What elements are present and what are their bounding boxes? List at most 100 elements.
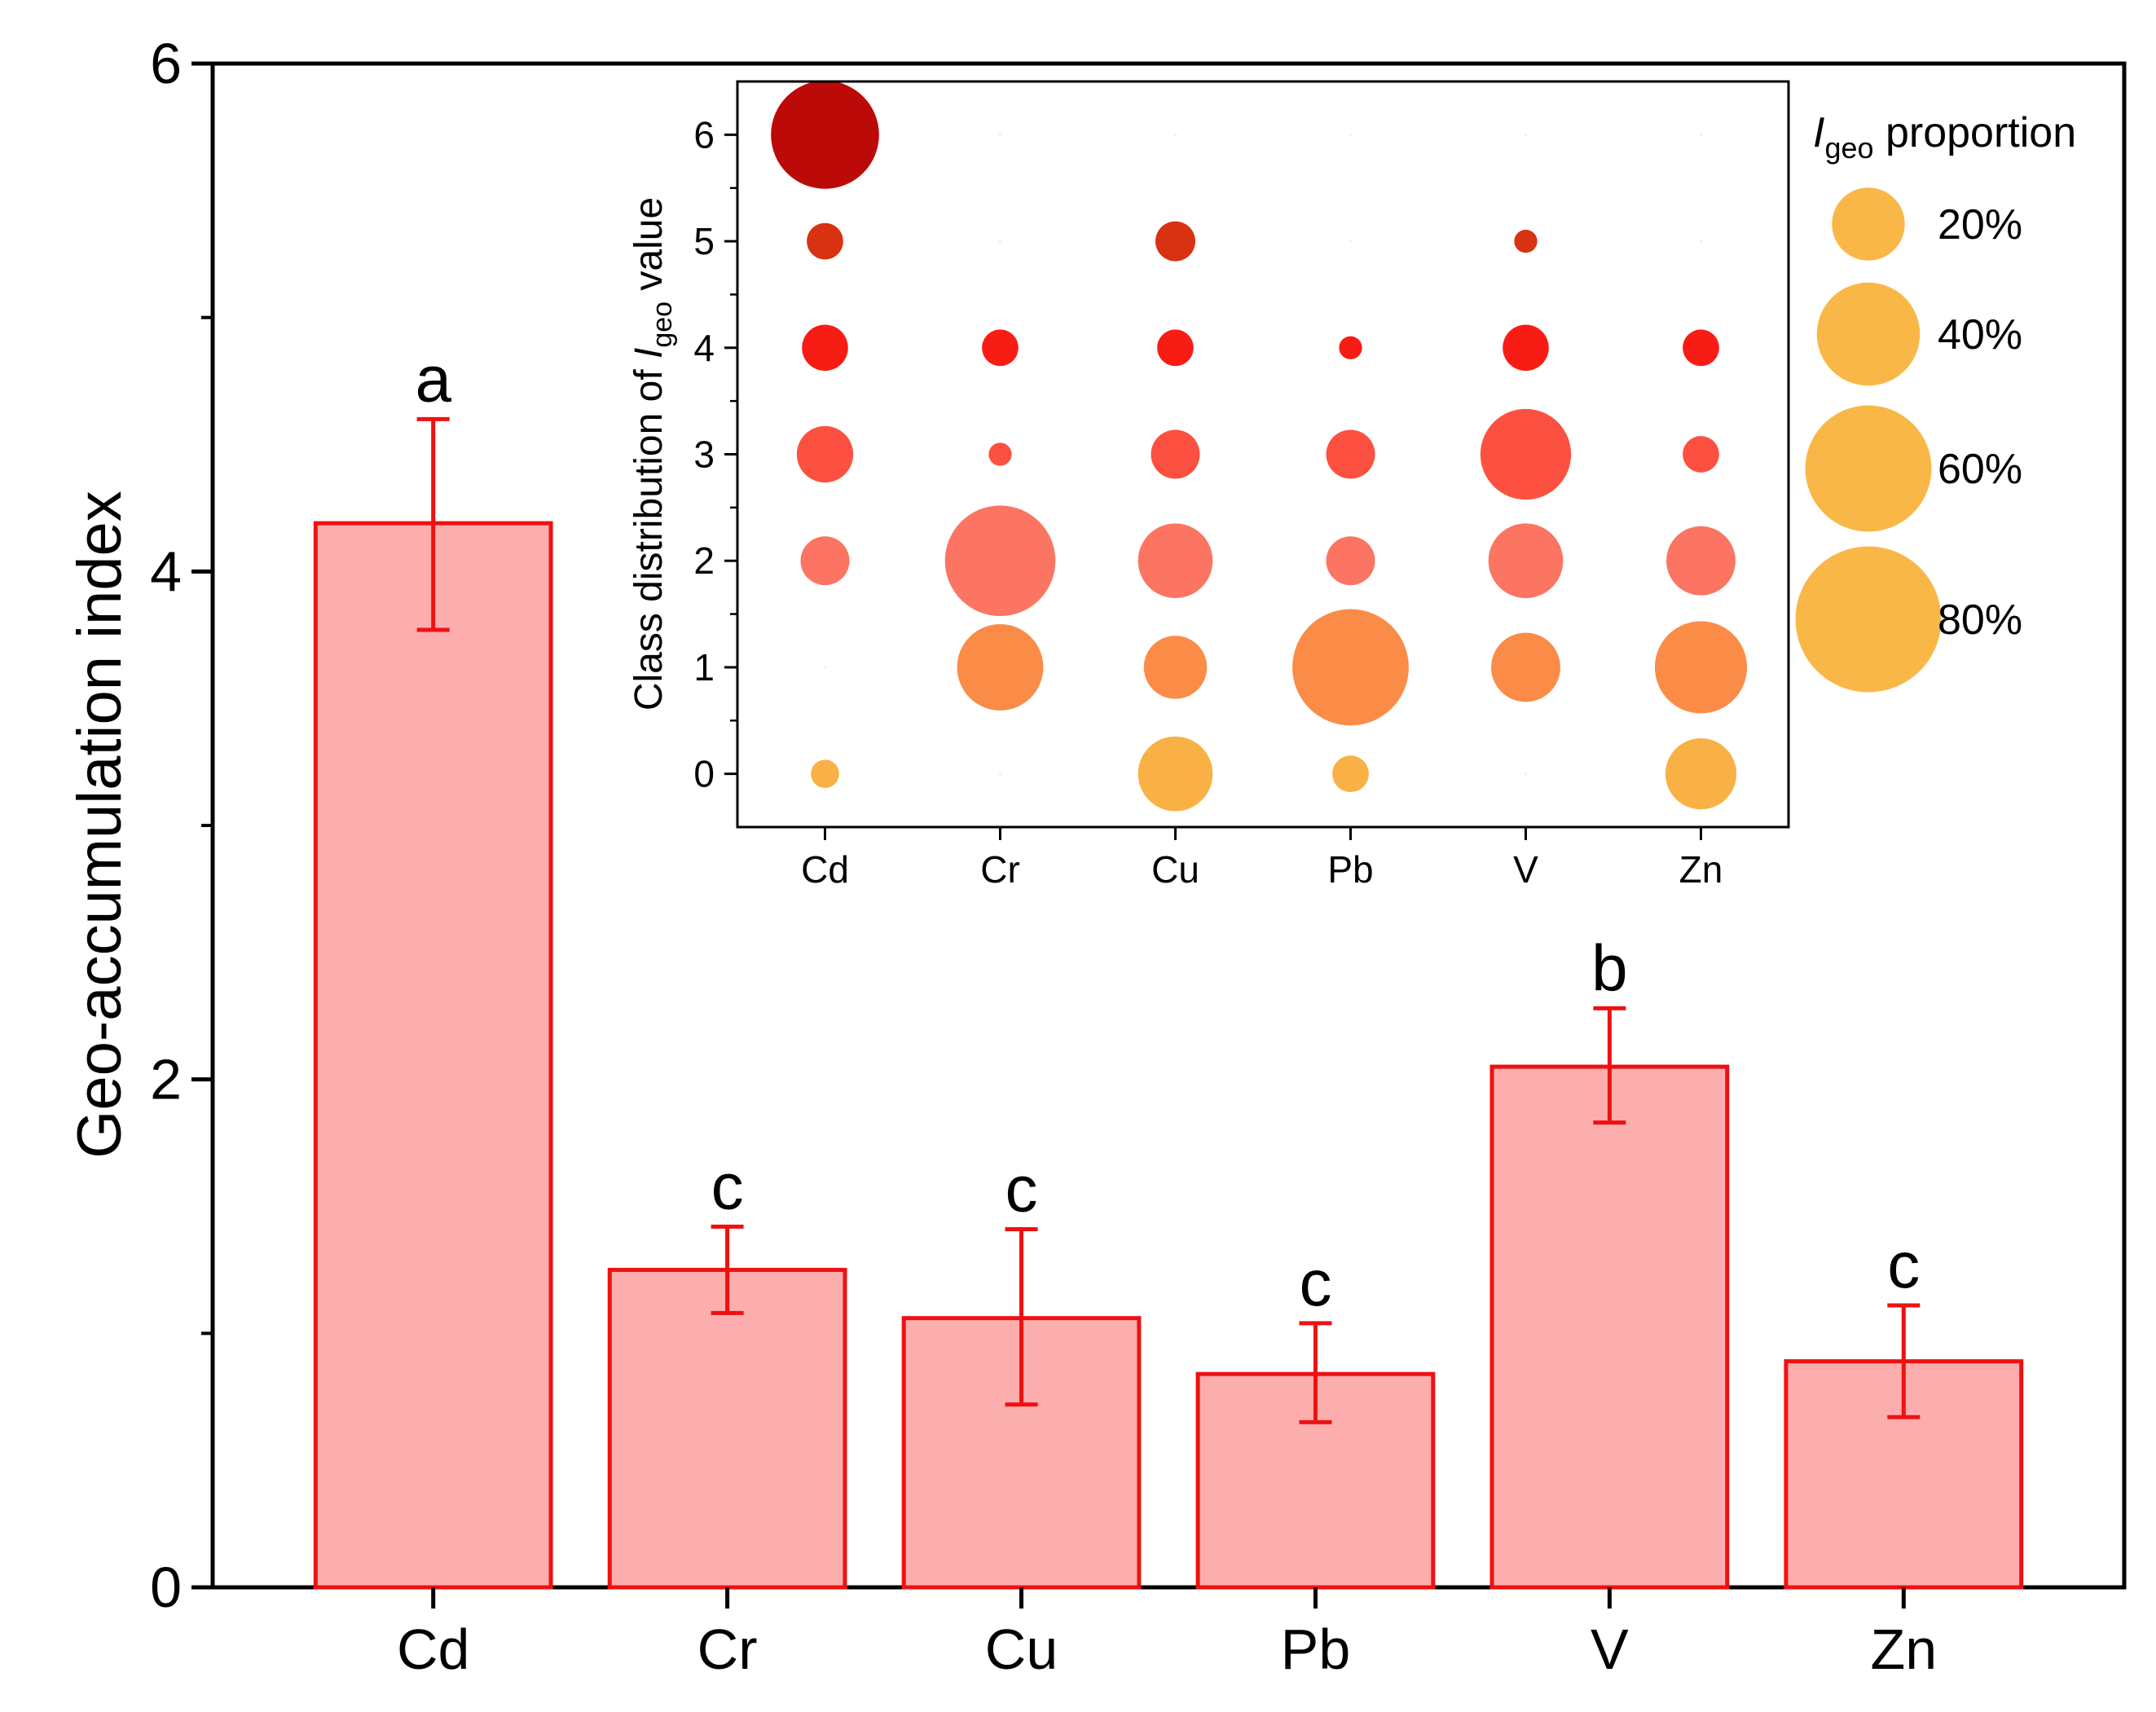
bubble-cd-class-2 xyxy=(800,536,850,586)
grid-dot-cd-1 xyxy=(823,665,827,669)
legend-title: Igeo proportion xyxy=(1813,109,2076,165)
bubble-zn-class-0 xyxy=(1665,738,1737,810)
significance-label-cd: a xyxy=(415,342,451,415)
error-bar-zn xyxy=(1887,1303,1921,1419)
legend-label-60: 60% xyxy=(1938,446,2022,493)
error-bar-cr xyxy=(711,1224,744,1315)
significance-label-zn: c xyxy=(1887,1229,1920,1301)
legend-label-40: 40% xyxy=(1938,311,2022,359)
x-tick-label-zn: Zn xyxy=(1870,1617,1937,1681)
inset-y-tick-label-5: 5 xyxy=(693,220,715,262)
inset-y-tick-label-0: 0 xyxy=(693,753,715,795)
grid-dot-v-6 xyxy=(1524,133,1528,137)
x-tick-label-cr: Cr xyxy=(697,1617,758,1681)
bubble-pb-class-2 xyxy=(1326,536,1375,586)
bubble-cu-class-2 xyxy=(1137,523,1213,599)
legend-bubble-20 xyxy=(1832,187,1905,261)
x-tick-label-cu: Cu xyxy=(985,1617,1058,1681)
main-y-axis-label: Geo-accumulation index xyxy=(65,491,134,1159)
y-tick-label-0: 0 xyxy=(150,1556,182,1619)
error-bar-cd xyxy=(416,416,450,632)
bubble-v-class-1 xyxy=(1491,632,1560,702)
inset-y-tick-label-1: 1 xyxy=(693,646,715,689)
bubble-pb-class-0 xyxy=(1332,755,1369,793)
significance-label-v: b xyxy=(1591,931,1628,1004)
main-y-axis: 0 2 4 6 xyxy=(150,32,213,1619)
inset-x-tick-label-cu: Cu xyxy=(1151,848,1199,891)
inset-y-tick-label-6: 6 xyxy=(693,113,715,156)
inset-bubbles xyxy=(771,81,1748,812)
bar-cd xyxy=(313,521,553,1590)
y-tick-label-6: 6 xyxy=(150,32,182,95)
x-tick-label-pb: Pb xyxy=(1281,1617,1351,1681)
significance-label-pb: c xyxy=(1299,1247,1331,1319)
bubble-pb-class-3 xyxy=(1326,429,1375,479)
bubble-pb-class-1 xyxy=(1292,609,1409,726)
bubble-cu-class-5 xyxy=(1155,221,1195,262)
x-tick-label-cd: Cd xyxy=(397,1617,469,1681)
y-tick-label-2: 2 xyxy=(150,1048,182,1111)
bubble-cd-class-6 xyxy=(771,81,879,189)
inset-y-axis-label: Class distribution of Igeo value xyxy=(627,197,678,711)
inset-x-tick-label-zn: Zn xyxy=(1679,848,1723,891)
legend-bubble-60 xyxy=(1805,405,1932,532)
bubble-zn-class-3 xyxy=(1683,436,1719,473)
bar-cr xyxy=(607,1267,847,1590)
inset-x-tick-label-pb: Pb xyxy=(1327,848,1373,891)
grid-dot-pb-6 xyxy=(1349,133,1353,137)
error-bar-v xyxy=(1593,1006,1626,1125)
bubble-zn-class-1 xyxy=(1654,621,1748,714)
legend-bubble-80 xyxy=(1795,546,1942,693)
inset-x-tick-label-cd: Cd xyxy=(801,848,849,891)
bubble-cr-class-1 xyxy=(957,624,1044,711)
bubble-v-class-5 xyxy=(1514,229,1538,253)
main-x-axis: Cd Cr Cu Pb V Zn xyxy=(397,1587,1937,1681)
inset-y-tick-label-4: 4 xyxy=(693,327,715,369)
significance-label-cr: c xyxy=(711,1150,744,1222)
main-bar-chart: a c c c b c 0 2 4 6 Cd Cr Cu Pb V Zn Geo-accumulation… xyxy=(65,32,2127,1681)
bubble-cd-class-3 xyxy=(796,425,854,483)
legend-label-20: 20% xyxy=(1938,201,2022,249)
inset-legend: Igeo proportion 20% 40% 60% 80% xyxy=(1795,109,2076,693)
legend-label-80: 80% xyxy=(1938,596,2022,644)
inset-y-tick-label-3: 3 xyxy=(693,434,715,476)
inset-bubble-chart: 0 1 2 3 4 5 6 Cd Cr Cu Pb V Zn Class distribution o… xyxy=(627,80,2076,891)
grid-dot-zn-5 xyxy=(1699,240,1703,244)
bubble-v-class-4 xyxy=(1503,324,1549,372)
x-tick-label-v: V xyxy=(1591,1617,1629,1681)
significance-label-cu: c xyxy=(1005,1153,1038,1226)
bubble-cd-class-0 xyxy=(811,759,839,788)
significance-labels: a c c c b c xyxy=(415,342,1920,1319)
error-bar-pb xyxy=(1299,1321,1332,1424)
bubble-v-class-3 xyxy=(1480,408,1572,500)
bubble-v-class-2 xyxy=(1488,523,1564,599)
grid-dot-v-0 xyxy=(1524,772,1528,776)
inset-x-tick-label-cr: Cr xyxy=(980,848,1020,891)
grid-dot-cr-0 xyxy=(998,772,1002,776)
legend-bubble-40 xyxy=(1816,282,1921,386)
bubble-cu-class-3 xyxy=(1151,429,1200,479)
bubble-cd-class-5 xyxy=(807,222,843,260)
inset-y-axis: 0 1 2 3 4 5 6 xyxy=(693,113,737,795)
bubble-cr-class-4 xyxy=(982,329,1019,367)
inset-plot-background xyxy=(737,81,1789,827)
bubble-cr-class-3 xyxy=(988,442,1012,466)
inset-x-tick-label-v: V xyxy=(1513,848,1538,891)
grid-dot-cu-6 xyxy=(1173,133,1177,137)
legend-entries: 20% 40% 60% 80% xyxy=(1795,187,2022,693)
bubble-cu-class-0 xyxy=(1137,736,1213,812)
bar-v xyxy=(1489,1064,1730,1590)
bubble-cr-class-2 xyxy=(944,505,1056,617)
bubble-cu-class-4 xyxy=(1157,329,1194,367)
grid-dot-zn-6 xyxy=(1699,133,1703,137)
y-tick-label-4: 4 xyxy=(150,539,182,603)
bubble-zn-class-2 xyxy=(1666,526,1736,596)
inset-y-tick-label-2: 2 xyxy=(693,539,715,582)
inset-x-axis: Cd Cr Cu Pb V Zn xyxy=(801,827,1723,891)
bubble-zn-class-4 xyxy=(1683,329,1719,367)
bubble-pb-class-4 xyxy=(1339,336,1362,359)
error-bar-cu xyxy=(1005,1227,1038,1407)
grid-dot-cr-6 xyxy=(998,133,1002,137)
grid-dot-pb-5 xyxy=(1349,240,1353,244)
